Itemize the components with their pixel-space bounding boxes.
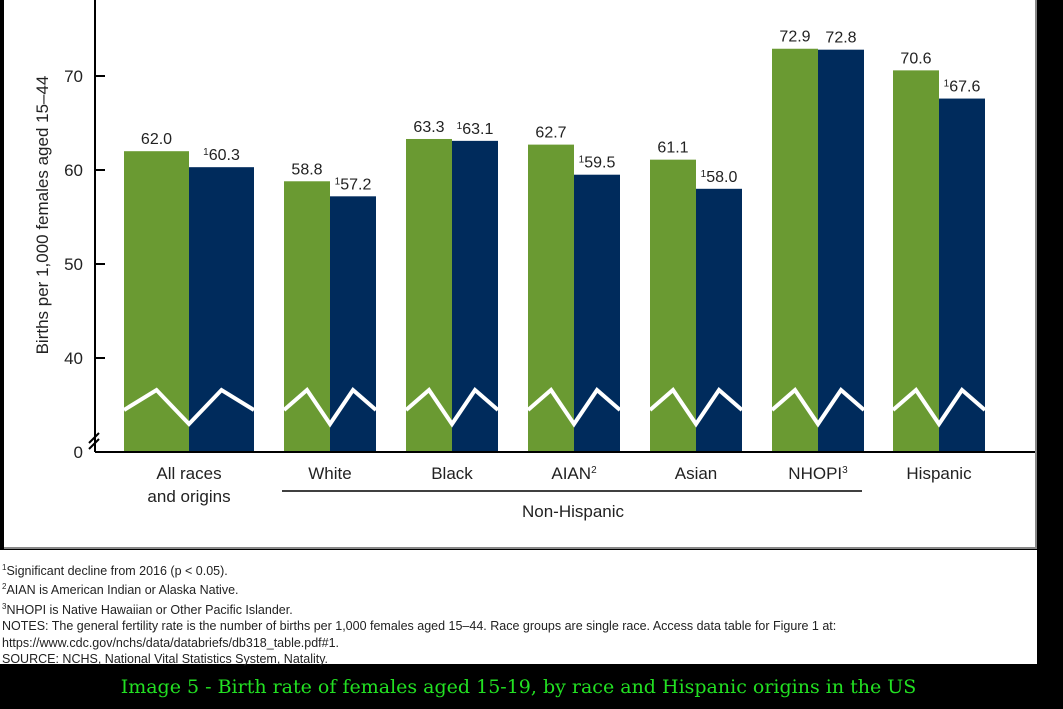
chart-panel: 62.0 160.3 All races and origins 58.8 157.2 Wh… <box>4 0 1037 549</box>
bar <box>452 140 498 453</box>
category-label: and origins <box>147 487 230 506</box>
axis-break-zigzag <box>770 387 866 428</box>
bar-value-label: 158.0 <box>701 169 738 186</box>
bar <box>893 70 939 453</box>
bar-value-label: 167.6 <box>944 79 981 96</box>
bar-value-label: 157.2 <box>335 176 372 193</box>
category-label: White <box>308 464 351 483</box>
y-tick-label: 0 <box>74 443 83 462</box>
bar-value-label: 63.3 <box>413 119 444 136</box>
axis-break-zigzag <box>122 387 256 427</box>
note-link[interactable]: https://www.cdc.gov/nchs/data/databriefs… <box>0 635 1037 651</box>
axis-break-zigzag <box>891 387 987 428</box>
note-sup: 3 <box>2 601 7 611</box>
y-tick-label: 40 <box>64 349 83 368</box>
bar <box>696 188 742 453</box>
note-sup: 1 <box>2 563 7 572</box>
bar-value-label: 72.9 <box>779 29 810 46</box>
bar-value-label: 58.8 <box>291 161 322 178</box>
note-text: Significant decline from 2016 (p < 0.05)… <box>6 564 228 579</box>
bar-value-label: 61.1 <box>657 140 688 157</box>
chart-notes: 1Significant decline from 2016 (p < 0.05… <box>0 550 1037 667</box>
y-axis-title: Births per 1,000 females aged 15–44 <box>33 76 52 355</box>
note-text[interactable]: https://www.cdc.gov/nchs/data/databriefs… <box>2 635 340 650</box>
bar <box>284 181 330 452</box>
category-label: All races <box>156 464 221 483</box>
note-line: NOTES: The general fertility rate is the… <box>0 618 1037 634</box>
category-label: Black <box>431 464 473 483</box>
bar-value-label: 62.0 <box>141 131 172 148</box>
note-text: NHOPI is Native Hawaiian or Other Pacifi… <box>6 603 293 618</box>
category-label: AIAN2 <box>551 464 597 483</box>
axis-break-zigzag <box>404 387 500 428</box>
bar-value-label: 70.6 <box>900 50 931 67</box>
note-line: SOURCE: NCHS, National Vital Statistics … <box>0 651 1037 667</box>
note-line: 2AIAN is American Indian or Alaska Nativ… <box>0 579 1037 598</box>
y-axis-break-icon <box>88 432 100 450</box>
bar <box>124 151 189 452</box>
bar <box>772 48 818 453</box>
bar <box>406 138 452 453</box>
bar-value-label: 163.1 <box>457 121 494 138</box>
bar-chart: 62.0 160.3 All races and origins 58.8 157.2 Wh… <box>33 0 1035 521</box>
bar-value-label: 159.5 <box>579 155 616 172</box>
y-tick-label: 70 <box>64 67 83 86</box>
image-caption: Image 5 - Birth rate of females aged 15-… <box>120 676 917 698</box>
axis-break-zigzag <box>526 387 622 428</box>
y-tick-label: 60 <box>64 161 83 180</box>
bar-value-label: 160.3 <box>203 147 240 164</box>
note-text: NOTES: The general fertility rate is the… <box>2 619 837 634</box>
bar <box>650 159 696 452</box>
category-label: Hispanic <box>906 464 972 483</box>
note-sup: 2 <box>2 582 7 592</box>
bar <box>818 49 864 453</box>
category-label: Asian <box>675 464 718 483</box>
bar <box>189 167 254 452</box>
axis-break-zigzag <box>282 387 378 428</box>
group-label: Non-Hispanic <box>522 502 625 521</box>
bar-value-label: 72.8 <box>825 30 856 47</box>
note-text: SOURCE: NCHS, National Vital Statistics … <box>2 651 329 666</box>
bar <box>939 98 985 452</box>
note-line: 3NHOPI is Native Hawaiian or Other Pacif… <box>0 599 1037 618</box>
note-text: AIAN is American Indian or Alaska Native… <box>6 583 239 598</box>
bar-value-label: 62.7 <box>535 125 566 142</box>
note-line: 1Significant decline from 2016 (p < 0.05… <box>0 560 1037 579</box>
axis-break-zigzag <box>648 387 744 428</box>
category-label: NHOPI3 <box>788 464 848 483</box>
y-tick-label: 50 <box>64 255 83 274</box>
